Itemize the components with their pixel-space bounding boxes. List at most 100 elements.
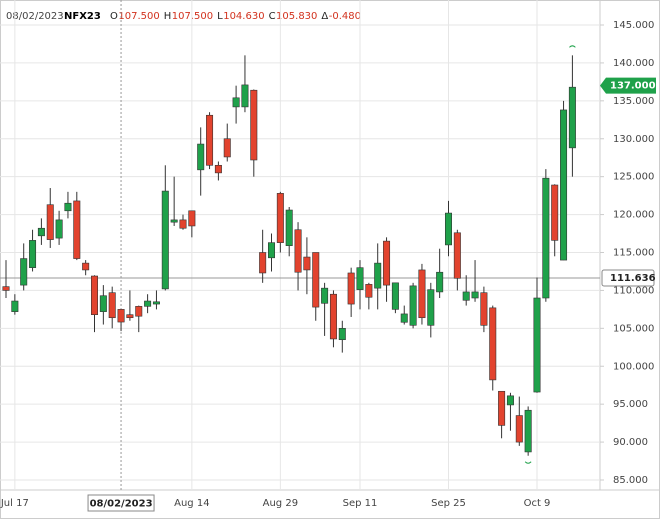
header-field-value: 107.500	[118, 11, 159, 22]
crosshair-price-box	[601, 269, 655, 287]
candle-body	[444, 212, 452, 246]
candle-body	[356, 267, 364, 290]
candle-body	[20, 258, 28, 286]
y-tick-label: 95.000	[613, 399, 648, 410]
y-tick-label: 115.000	[613, 248, 654, 259]
y-tick-label: 120.000	[613, 210, 654, 221]
candle-body	[29, 240, 37, 268]
candle-body	[498, 390, 506, 426]
candle-body	[365, 284, 373, 298]
candle-body	[46, 204, 54, 240]
ohlc-header: 08/02/2023 NFX23 O 107.500 H 107.500 L 104.63…	[6, 11, 361, 22]
candle-body	[11, 300, 19, 312]
candle-body	[223, 138, 231, 158]
candle-body	[188, 210, 196, 227]
candle-body	[329, 293, 337, 340]
candle-body	[294, 229, 302, 273]
candle-body	[471, 291, 479, 299]
last-price-label: 137.000	[610, 81, 656, 92]
header-field-label: O	[110, 11, 118, 22]
candle-body	[82, 262, 90, 271]
candle-body	[99, 295, 107, 312]
y-tick-label: 105.000	[613, 323, 654, 334]
candle-body	[436, 271, 444, 293]
crosshair-price: 111.636	[610, 273, 656, 284]
header-field-label: C	[269, 11, 276, 22]
candle-body	[489, 307, 497, 381]
header-field-value: -0.480	[329, 11, 361, 22]
candle-body	[542, 177, 550, 299]
candle-body	[462, 291, 470, 301]
candle-body	[427, 289, 435, 326]
y-tick-label: 130.000	[613, 134, 654, 145]
x-tick-label: Aug 29	[263, 498, 298, 509]
candle-body	[259, 252, 267, 274]
candle-body	[152, 301, 160, 305]
candle-body	[91, 275, 99, 315]
candle-body	[267, 242, 275, 259]
candle-body	[391, 282, 399, 310]
header-field-value: 104.630	[223, 11, 264, 22]
candle-body	[453, 232, 461, 279]
y-tick-label: 100.000	[613, 361, 654, 372]
candle-body	[285, 209, 293, 246]
candle-body	[374, 262, 382, 289]
candle-body	[383, 240, 391, 286]
header-field-label: H	[164, 11, 172, 22]
candle-body	[551, 184, 559, 241]
crosshair-date: 08/02/2023	[90, 499, 153, 510]
candle-body	[568, 86, 576, 149]
candle-body	[126, 314, 134, 319]
candle-body	[515, 415, 523, 443]
y-tick-label: 90.000	[613, 437, 648, 448]
y-tick-label: 140.000	[613, 58, 654, 69]
candle-body	[73, 200, 81, 259]
candle-body	[418, 269, 426, 319]
candle-body	[338, 328, 346, 341]
header-field-label: L	[217, 11, 223, 22]
candle-body	[533, 297, 541, 393]
candle-body	[179, 219, 187, 229]
header-field-value: 107.500	[172, 11, 213, 22]
header-field-label: Δ	[321, 11, 328, 22]
candle-body	[409, 285, 417, 326]
low-marker	[524, 461, 532, 464]
x-tick-label: Aug 14	[174, 498, 209, 509]
candle-body	[135, 306, 143, 317]
y-tick-label: 85.000	[613, 475, 648, 486]
candle-body	[321, 287, 329, 304]
candle-body	[161, 190, 169, 290]
candle-body	[55, 219, 63, 239]
candle-body	[312, 252, 320, 308]
candle-body	[37, 227, 45, 237]
y-tick-label: 110.000	[613, 285, 654, 296]
candle-body	[144, 300, 152, 307]
x-tick-label: Sep 11	[343, 498, 378, 509]
x-tick-label: Sep 25	[431, 498, 466, 509]
candle-body	[232, 97, 240, 108]
candle-body	[347, 272, 355, 305]
y-tick-label: 145.000	[613, 20, 654, 31]
candle-body	[170, 219, 178, 223]
candle-body	[276, 193, 284, 243]
candle-body	[241, 84, 249, 108]
y-tick-label: 135.000	[613, 96, 654, 107]
candle-body	[64, 202, 72, 212]
header-date: 08/02/2023	[6, 11, 64, 22]
candle-body	[206, 114, 214, 166]
candle-body	[250, 89, 258, 161]
header-field-value: 105.830	[276, 11, 317, 22]
candle-body	[506, 395, 514, 406]
candle-body	[108, 292, 116, 319]
x-tick-label: Jul 17	[0, 498, 29, 509]
high-marker	[569, 45, 576, 48]
candle-body	[117, 309, 125, 323]
candle-body	[480, 292, 488, 326]
candle-body	[197, 143, 205, 171]
candle-body	[214, 164, 222, 174]
candle-body	[524, 409, 532, 453]
y-tick-label: 125.000	[613, 172, 654, 183]
x-tick-label: Oct 9	[524, 498, 551, 509]
